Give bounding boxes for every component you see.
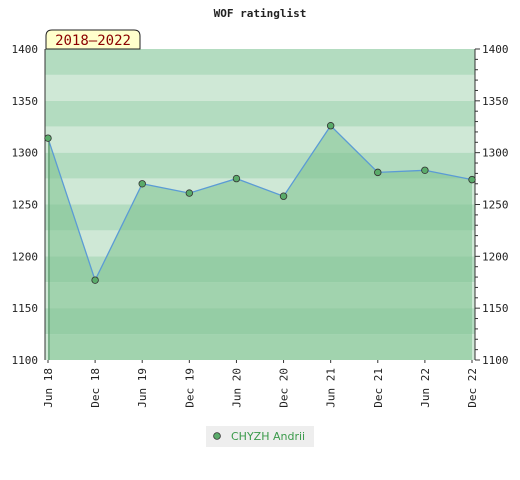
legend-box [206,426,314,447]
chart-title: WOF ratinglist [214,7,307,20]
y-tick-label-right: 1350 [482,95,509,108]
x-tick-label: Dec 18 [89,368,102,408]
grid-band [45,126,475,153]
y-tick-label-left: 1150 [12,302,39,315]
y-tick-label-right: 1250 [482,199,509,212]
x-tick-label: Jun 21 [325,368,338,408]
badge-box [45,29,141,50]
series-line [47,124,473,282]
data-point[interactable] [44,134,52,142]
data-point[interactable] [232,174,241,183]
y-tick-label-right: 1300 [482,147,509,160]
y-tick-label-left: 1100 [12,354,39,367]
period-badge: 2018–2022 [45,29,141,50]
x-tick-label: Jun 20 [230,368,243,408]
legend[interactable]: CHYZH Andrii [206,426,314,447]
data-point[interactable] [279,192,288,200]
data-point[interactable] [421,166,429,174]
x-axis: Jun 18 Dec 18 Jun 19 Dec 19 Jun 20 Dec 20 Jun … [42,360,479,408]
y-tick-label-right: 1150 [482,302,509,315]
series-points [44,122,476,284]
series-area [47,124,473,360]
x-tick-label: Dec 19 [183,368,196,408]
x-tick-label: Dec 21 [372,368,385,408]
grid-band [45,49,475,75]
y-tick-label-right: 1100 [482,354,509,367]
legend-label[interactable]: CHYZH Andrii [231,430,305,443]
x-tick-label: Jun 19 [136,368,149,408]
y-axis-right: 1100 1150 1200 1250 1300 1350 1400 [475,43,509,367]
data-point[interactable] [326,122,335,130]
y-tick-label-left: 1350 [12,95,39,108]
badge-text: 2018–2022 [55,33,131,49]
legend-marker-icon [213,432,221,440]
y-tick-label-left: 1300 [12,147,39,160]
x-tick-label: Jun 22 [419,368,432,408]
y-tick-label-left: 1250 [12,199,39,212]
data-point[interactable] [468,175,476,184]
x-tick-label: Dec 20 [278,368,291,408]
y-axis-left: 1100 1150 1200 1250 1300 1350 1400 [12,43,39,367]
y-tick-label-right: 1400 [482,43,509,56]
y-tick-label-left: 1400 [12,43,39,56]
y-tick-label-left: 1200 [12,250,39,263]
grid-band [45,100,475,127]
y-tick-label-right: 1200 [482,250,509,263]
data-point[interactable] [374,168,382,177]
grid-band [45,74,475,101]
data-point[interactable] [138,180,146,188]
data-point[interactable] [91,276,99,284]
x-tick-label: Dec 22 [466,368,479,408]
x-tick-label: Jun 18 [42,368,55,408]
series-fill [48,125,472,360]
data-point[interactable] [185,189,194,197]
